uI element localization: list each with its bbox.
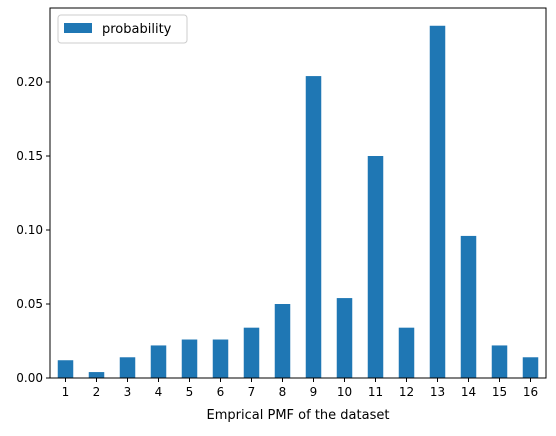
plot-frame — [49, 7, 547, 379]
y-tick-label: 0.05 — [16, 297, 43, 311]
bar-8 — [274, 304, 291, 378]
bar-10 — [336, 298, 353, 378]
bar-7 — [243, 327, 260, 378]
bar-3 — [119, 357, 136, 378]
x-tick-label: 16 — [523, 385, 538, 399]
x-tick-label: 2 — [93, 385, 101, 399]
x-tick-label: 11 — [368, 385, 383, 399]
bar-16 — [522, 357, 539, 378]
x-tick-label: 10 — [337, 385, 352, 399]
x-tick-label: 9 — [310, 385, 318, 399]
bars-layer — [57, 25, 539, 378]
x-tick-label: 4 — [155, 385, 163, 399]
legend: probability — [57, 14, 188, 44]
bar-6 — [212, 339, 229, 378]
y-tick-label: 0.15 — [16, 149, 43, 163]
x-tick-label: 8 — [279, 385, 287, 399]
legend-box — [57, 14, 188, 44]
y-axis: 0.00 0.05 0.10 0.15 0.20 — [16, 75, 50, 385]
x-tick-label: 14 — [461, 385, 476, 399]
bar-14 — [460, 235, 477, 378]
x-tick-label: 3 — [124, 385, 132, 399]
bar-13 — [429, 25, 446, 378]
bar-1 — [57, 360, 74, 378]
bar-4 — [150, 345, 167, 378]
bar-15 — [491, 345, 508, 378]
x-tick-label: 1 — [62, 385, 70, 399]
x-axis: 1 2 3 4 5 6 7 8 9 10 11 12 13 14 15 16 — [62, 378, 538, 399]
bar-11 — [367, 156, 384, 378]
y-tick-label: 0.20 — [16, 75, 43, 89]
y-tick-label: 0.00 — [16, 371, 43, 385]
bar-9 — [305, 76, 322, 378]
bar-12 — [398, 327, 415, 378]
bar-2 — [88, 372, 105, 378]
x-tick-label: 15 — [492, 385, 507, 399]
x-tick-label: 12 — [399, 385, 414, 399]
y-tick-label: 0.10 — [16, 223, 43, 237]
x-tick-label: 6 — [217, 385, 225, 399]
x-tick-label: 7 — [248, 385, 256, 399]
x-tick-label: 5 — [186, 385, 194, 399]
legend-label: probability — [102, 22, 172, 37]
legend-swatch — [64, 23, 92, 33]
bar-5 — [181, 339, 198, 378]
x-axis-label: Emprical PMF of the dataset — [207, 408, 390, 423]
x-tick-label: 13 — [430, 385, 445, 399]
